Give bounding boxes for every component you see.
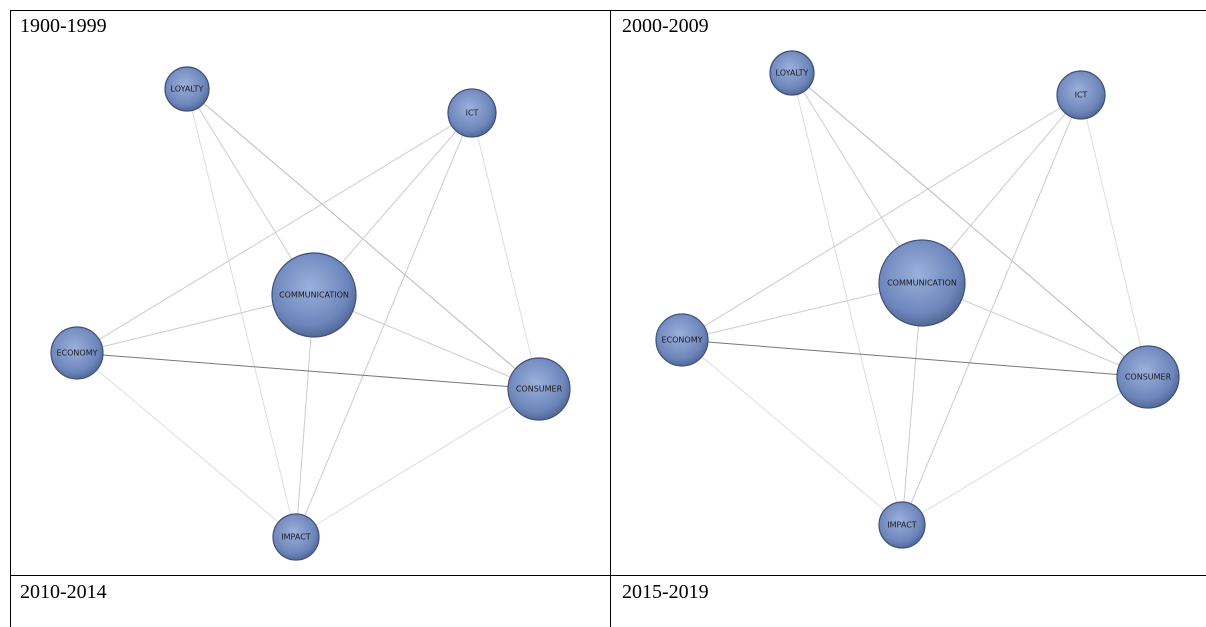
- node-label: IMPACT: [887, 521, 916, 530]
- node: [164, 66, 210, 112]
- panel-title: 2010-2014: [20, 581, 107, 603]
- content: 1900-1999 LOYALTY ICT COMMUNICATION ECONOMY C…: [20, 15, 1180, 603]
- node: [271, 252, 357, 338]
- node-label: CONSUMER: [516, 385, 563, 394]
- node: [655, 313, 709, 367]
- node: [272, 513, 320, 561]
- edge: [901, 94, 1082, 526]
- node-label: ECONOMY: [56, 349, 97, 358]
- edge: [76, 352, 297, 538]
- panel-title: 2000-2009: [622, 15, 709, 37]
- node: [878, 239, 966, 327]
- node-label: COMMUNICATION: [279, 291, 349, 300]
- edge: [76, 352, 540, 390]
- node: [878, 501, 926, 549]
- edge: [76, 112, 473, 354]
- edge: [791, 72, 903, 526]
- panel-title: 1900-1999: [20, 15, 107, 37]
- edge: [681, 339, 1149, 378]
- edge: [295, 112, 473, 538]
- node: [50, 326, 104, 380]
- edge: [681, 94, 1082, 341]
- panel-title: 2015-2019: [622, 581, 709, 603]
- node: [1116, 345, 1180, 409]
- grid: [10, 10, 1206, 627]
- node: [1056, 70, 1106, 120]
- node-label: LOYALTY: [171, 85, 204, 94]
- node-label: COMMUNICATION: [887, 279, 957, 288]
- node-label: LOYALTY: [776, 69, 809, 78]
- node-label: CONSUMER: [1125, 373, 1172, 382]
- network: LOYALTY ICT COMMUNICATION ECONOMY CONSUMER IM…: [655, 50, 1180, 549]
- node-label: ICT: [1075, 91, 1088, 100]
- edge: [681, 339, 903, 526]
- node: [507, 357, 571, 421]
- edge: [1080, 94, 1149, 378]
- network: LOYALTY ICT COMMUNICATION ECONOMY CONSUMER IM…: [50, 66, 571, 561]
- node-label: ECONOMY: [661, 336, 702, 345]
- node: [447, 88, 497, 138]
- node-label: IMPACT: [281, 533, 310, 542]
- edge: [295, 388, 540, 538]
- edge: [791, 72, 1149, 378]
- edge: [471, 112, 540, 390]
- node: [769, 50, 815, 96]
- node-label: ICT: [466, 109, 479, 118]
- edge: [901, 376, 1149, 526]
